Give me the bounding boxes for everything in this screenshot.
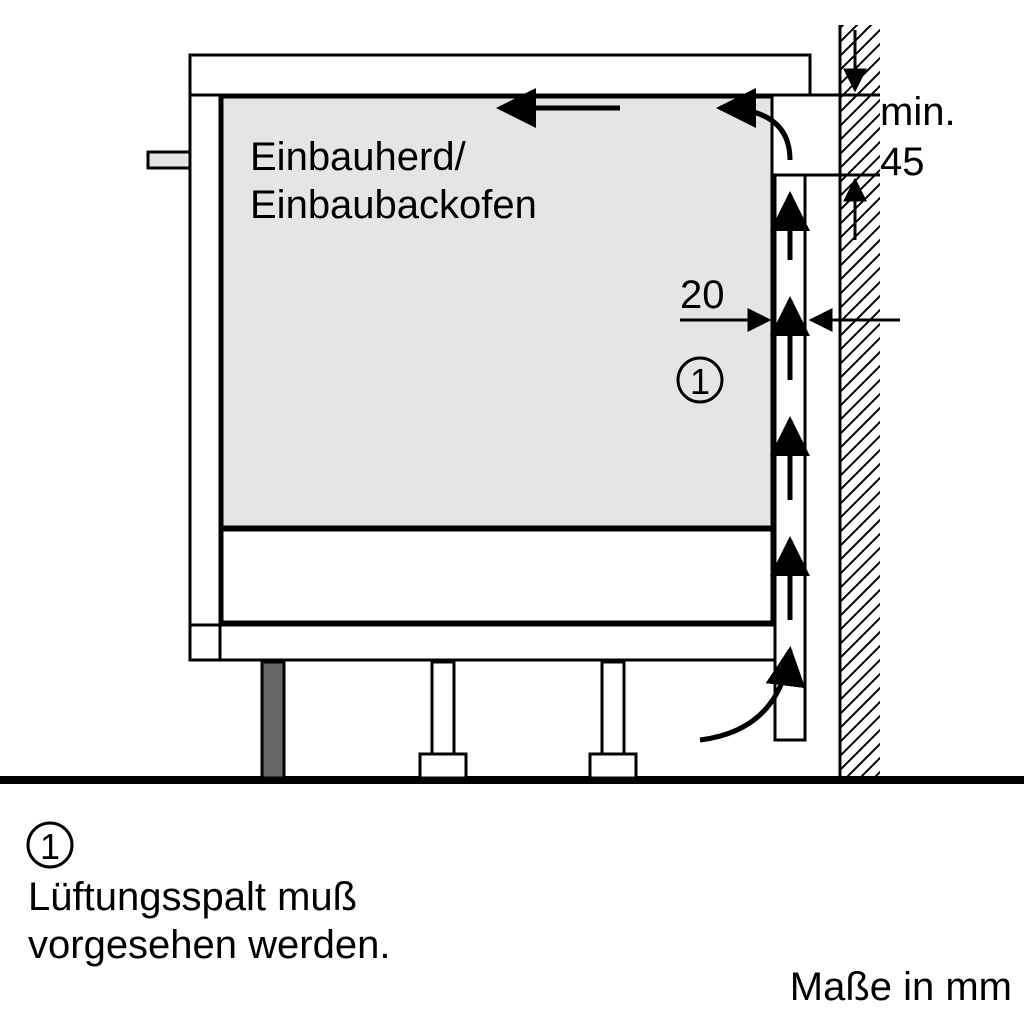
- label-min: min.: [880, 90, 956, 134]
- svg-text:1: 1: [40, 826, 60, 867]
- oven-label-line2: Einbaubackofen: [250, 183, 537, 227]
- footer-line1: Lüftungsspalt muß: [28, 875, 357, 919]
- installation-diagram: min. 45 20 Einbauherd/ Einbaubackofen 1 …: [0, 0, 1024, 1024]
- oven-label-line1: Einbauherd/: [250, 135, 467, 179]
- label-20: 20: [680, 273, 725, 317]
- footer-callout-1: 1: [28, 823, 72, 867]
- svg-text:1: 1: [690, 361, 710, 402]
- wall: [840, 25, 880, 780]
- label-45: 45: [880, 140, 925, 184]
- footer-line2: vorgesehen werden.: [28, 923, 390, 967]
- footer-units: Maße in mm: [790, 965, 1012, 1009]
- oven-handle: [148, 152, 190, 168]
- legs: [262, 662, 636, 778]
